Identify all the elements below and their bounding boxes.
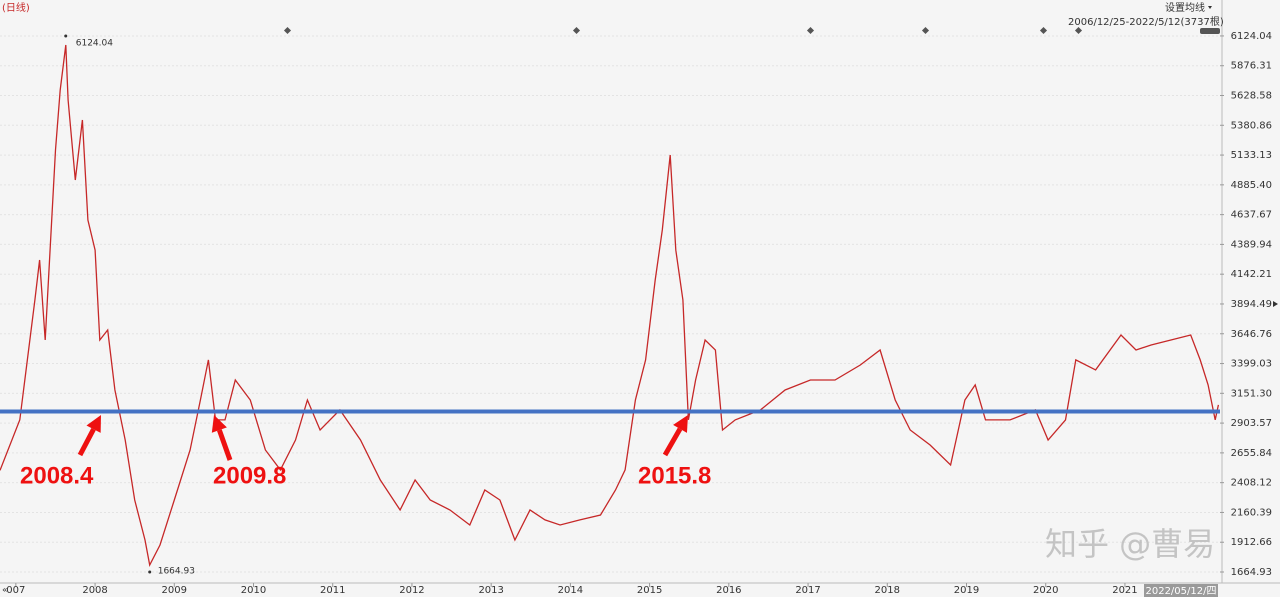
max-label: 6124.04 <box>76 38 113 48</box>
y-tick-label: 5380.86 <box>1231 120 1272 131</box>
y-tick-label: 2903.57 <box>1231 418 1272 429</box>
y-tick-label: 5133.13 <box>1231 150 1272 161</box>
y-tick-label: 1664.93 <box>1231 567 1272 578</box>
range-label: 2006/12/25-2022/5/12(3737根) <box>1068 15 1224 28</box>
annotation-arrow-shaft <box>217 429 233 461</box>
y-tick-label: 4389.94 <box>1231 239 1272 250</box>
x-tick-label: 2020 <box>1033 585 1058 596</box>
y-tick-label: 3894.49 <box>1231 299 1272 310</box>
annotation-text: 2009.8 <box>213 462 286 489</box>
y-tick-label: 6124.04 <box>1231 31 1272 42</box>
max-marker <box>64 34 68 38</box>
x-tick-label: 2016 <box>716 585 741 596</box>
y-tick-label: 1912.66 <box>1231 537 1272 548</box>
y-tick-label: 5628.58 <box>1231 91 1272 102</box>
y-tick-label: 2160.39 <box>1231 507 1272 518</box>
y-tick-label: 2408.12 <box>1231 478 1272 489</box>
annotation-arrow-head <box>673 415 688 433</box>
y-tick-label: 4637.67 <box>1231 210 1272 221</box>
period-label: (日线) <box>2 1 30 14</box>
ma-button[interactable]: 设置均线 <box>1165 1 1205 14</box>
annotation-text: 2015.8 <box>638 462 711 489</box>
x-tick-label: 2009 <box>162 585 187 596</box>
x-tick-label: 2021 <box>1112 585 1137 596</box>
x-tick-label: 2019 <box>954 585 979 596</box>
dropdown-icon[interactable] <box>1208 6 1212 9</box>
y-tick-label: 4885.40 <box>1231 180 1272 191</box>
y-tick-label: 3646.76 <box>1231 329 1272 340</box>
price-line <box>0 44 1220 567</box>
x-tick-label: 007 <box>6 585 25 596</box>
annotation-arrow-head <box>86 415 101 433</box>
x-tick-label: 2011 <box>320 585 345 596</box>
cursor-date: 2022/05/12/四 <box>1145 586 1216 597</box>
annotation-arrow-shaft <box>77 428 96 457</box>
y-tick-label: 3151.30 <box>1231 388 1272 399</box>
scroll-right[interactable] <box>1273 301 1278 307</box>
scroll-left[interactable]: « <box>2 586 8 596</box>
x-tick-label: 2017 <box>795 585 820 596</box>
x-tick-label: 2014 <box>558 585 583 596</box>
y-tick-label: 2655.84 <box>1231 448 1272 459</box>
x-tick-label: 2013 <box>478 585 503 596</box>
x-tick-label: 2015 <box>637 585 662 596</box>
x-tick-label: 2018 <box>875 585 900 596</box>
y-tick-label: 5876.31 <box>1231 61 1272 72</box>
min-label: 1664.93 <box>158 567 195 577</box>
x-tick-label: 2010 <box>241 585 266 596</box>
annotation-arrow-head <box>211 415 227 433</box>
x-tick-label: 2012 <box>399 585 424 596</box>
y-tick-label: 4142.21 <box>1231 269 1272 280</box>
annotation-arrow-shaft <box>662 427 683 457</box>
watermark: 知乎 @曹易 <box>1045 525 1215 563</box>
cursor-date-box <box>1144 584 1218 597</box>
min-marker <box>148 570 152 574</box>
y-tick-label: 3399.03 <box>1231 359 1272 370</box>
x-tick-label: 2008 <box>82 585 107 596</box>
annotation-text: 2008.4 <box>20 462 94 489</box>
